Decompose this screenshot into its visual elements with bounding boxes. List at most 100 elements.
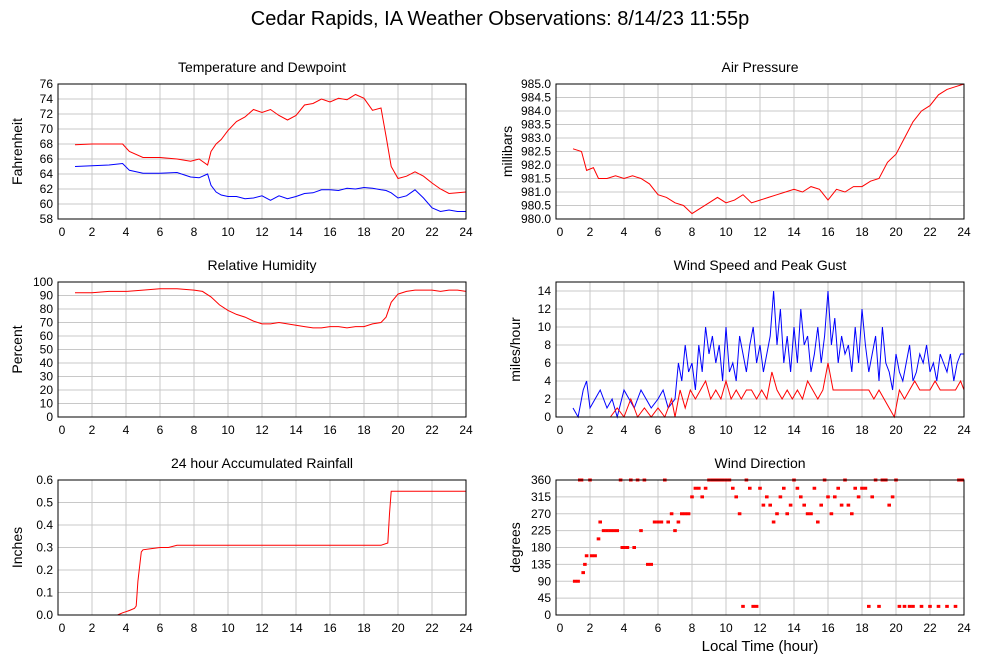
data-point xyxy=(601,529,606,533)
data-point xyxy=(911,604,915,608)
x-tick-label: 6 xyxy=(157,225,164,239)
x-tick-label: 4 xyxy=(123,225,130,239)
data-point xyxy=(605,529,609,533)
data-point xyxy=(768,503,772,507)
data-point xyxy=(693,486,698,490)
y-tick-label: 0 xyxy=(544,608,551,622)
y-tick-label: 74 xyxy=(40,92,54,106)
y-tick-label: 90 xyxy=(538,574,552,588)
data-point xyxy=(819,503,823,507)
data-point xyxy=(666,520,670,524)
data-point xyxy=(928,604,932,608)
data-point xyxy=(897,604,902,608)
data-point xyxy=(877,604,881,608)
data-point xyxy=(741,604,745,608)
y-tick-label: 225 xyxy=(531,524,551,538)
y-axis-label: Fahrenheit xyxy=(9,118,25,185)
y-tick-label: 10 xyxy=(538,320,552,334)
data-point xyxy=(867,604,871,608)
x-tick-label: 0 xyxy=(59,225,66,239)
y-tick-label: 30 xyxy=(40,370,54,384)
y-axis-label: degrees xyxy=(507,522,523,573)
x-tick-label: 22 xyxy=(923,621,937,635)
data-point xyxy=(758,486,762,490)
y-tick-label: 40 xyxy=(40,356,54,370)
data-point xyxy=(731,486,735,490)
y-tick-label: 0.0 xyxy=(36,608,53,622)
x-tick-label: 2 xyxy=(89,225,96,239)
y-tick-label: 0.5 xyxy=(36,496,53,510)
y-tick-label: 0 xyxy=(46,410,53,424)
x-tick-label: 16 xyxy=(323,225,337,239)
y-tick-label: 64 xyxy=(40,167,54,181)
data-point xyxy=(761,503,766,507)
data-point xyxy=(683,512,687,516)
y-tick-label: 45 xyxy=(538,591,552,605)
y-tick-label: 360 xyxy=(531,473,551,487)
data-point xyxy=(754,604,759,608)
chart-title: Temperature and Dewpoint xyxy=(178,59,346,75)
x-tick-label: 14 xyxy=(289,423,303,437)
x-tick-label: 16 xyxy=(323,423,337,437)
x-tick-label: 12 xyxy=(753,225,767,239)
y-tick-label: 66 xyxy=(40,152,54,166)
data-point xyxy=(615,529,619,533)
x-tick-label: 8 xyxy=(689,423,696,437)
y-tick-label: 50 xyxy=(40,343,54,357)
data-point xyxy=(669,512,674,516)
data-point xyxy=(700,495,704,499)
x-tick-label: 2 xyxy=(587,621,594,635)
data-point xyxy=(771,520,776,524)
data-point xyxy=(584,554,589,558)
data-point xyxy=(703,486,708,490)
data-point xyxy=(576,579,580,583)
x-tick-label: 4 xyxy=(621,423,628,437)
y-tick-label: 983.0 xyxy=(521,131,551,145)
data-point xyxy=(795,486,800,490)
data-point xyxy=(826,495,830,499)
data-point xyxy=(919,604,924,608)
y-tick-label: 90 xyxy=(40,289,54,303)
y-axis-label: miles/hour xyxy=(507,317,523,382)
y-tick-label: 76 xyxy=(40,77,54,91)
x-tick-label: 14 xyxy=(787,423,801,437)
data-point xyxy=(581,571,585,575)
y-tick-label: 100 xyxy=(33,275,53,289)
y-tick-label: 0.6 xyxy=(36,473,53,487)
data-point xyxy=(902,604,907,608)
x-tick-label: 6 xyxy=(655,225,662,239)
data-point xyxy=(656,520,660,524)
x-tick-label: 0 xyxy=(557,621,564,635)
data-point xyxy=(686,512,691,516)
x-tick-label: 24 xyxy=(957,423,971,437)
data-point xyxy=(860,486,864,490)
plot-frame xyxy=(555,479,965,616)
data-point xyxy=(829,512,834,516)
data-point xyxy=(782,486,786,490)
plot-frame xyxy=(57,479,467,616)
x-tick-label: 18 xyxy=(855,225,869,239)
y-tick-label: 58 xyxy=(40,212,54,226)
y-tick-label: 2 xyxy=(544,392,551,406)
data-point xyxy=(734,495,738,499)
x-tick-label: 22 xyxy=(425,423,439,437)
y-tick-label: 6 xyxy=(544,356,551,370)
y-tick-label: 72 xyxy=(40,107,54,121)
series-line-1 xyxy=(572,290,964,419)
data-point xyxy=(765,495,769,499)
y-tick-label: 982.5 xyxy=(521,145,551,159)
x-tick-label: 10 xyxy=(221,225,235,239)
data-point xyxy=(596,537,601,541)
x-tick-label: 24 xyxy=(459,621,473,635)
x-tick-label: 22 xyxy=(923,225,937,239)
data-point xyxy=(775,512,779,516)
x-tick-label: 6 xyxy=(157,621,164,635)
data-point xyxy=(639,529,643,533)
y-tick-label: 20 xyxy=(40,383,54,397)
y-tick-label: 980.5 xyxy=(521,199,551,213)
x-tick-label: 14 xyxy=(289,621,303,635)
data-point xyxy=(622,546,626,549)
data-point xyxy=(690,495,694,499)
